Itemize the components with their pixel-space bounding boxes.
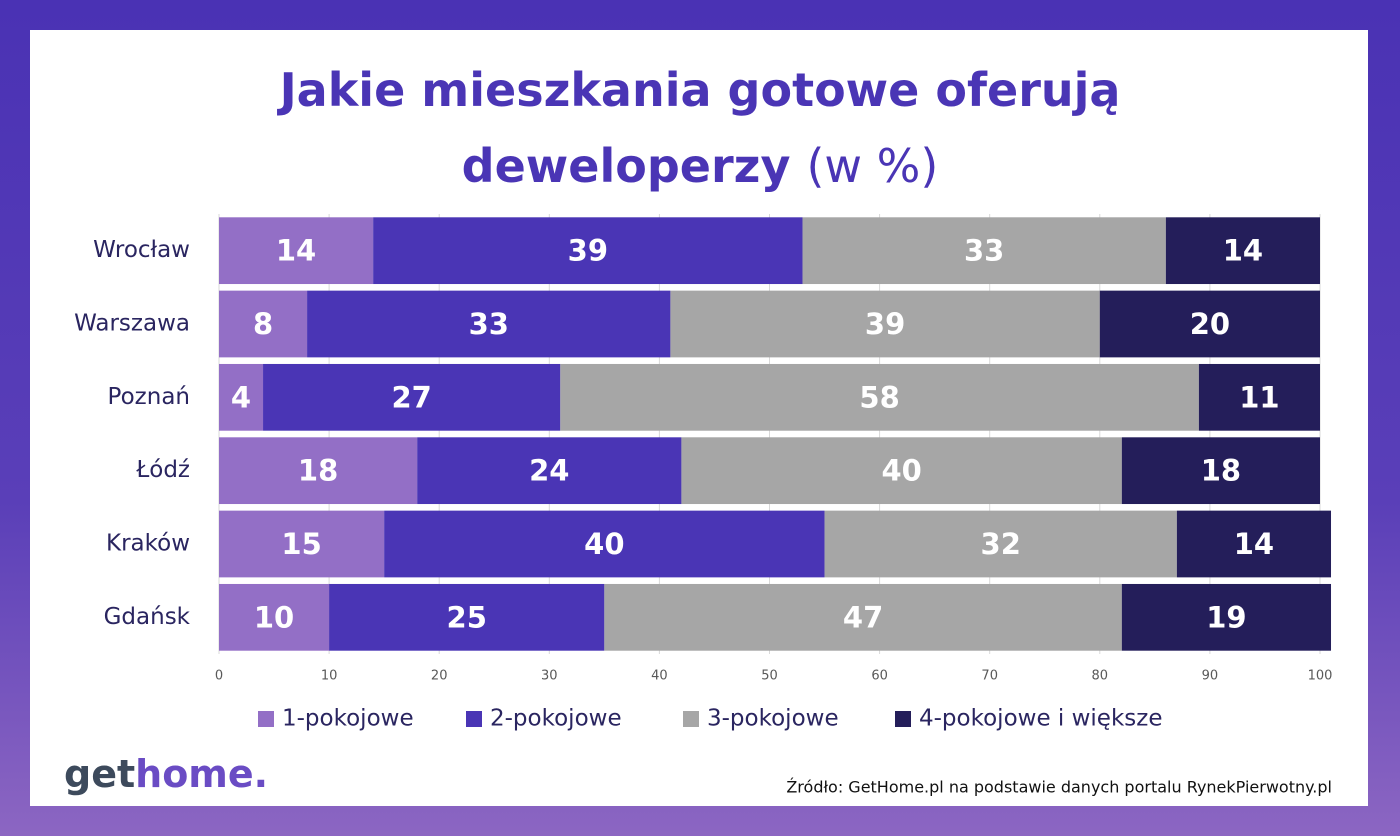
legend-label: 3-pokojowe [707,706,839,732]
data-label: 18 [298,454,338,488]
x-tick-label: 20 [431,669,448,684]
legend-label: 2-pokojowe [490,706,622,732]
bar-segment [219,217,374,285]
bar-segment [1121,437,1320,505]
bar-segment [219,437,418,505]
y-tick-label: Łódź [135,457,190,483]
legend-swatch [895,711,911,727]
bar-segment [1198,363,1320,431]
legend-swatch [683,711,699,727]
source: Źródło: GetHome.pl na podstawie danych p… [786,778,1332,797]
bar-segment [219,290,308,358]
bar-segment [1121,583,1332,651]
x-tick-label: 70 [981,669,998,684]
data-label: 15 [281,527,321,561]
bar-segment [1099,290,1320,358]
chart-title: Jakie mieszkania gotowe oferują dewelope… [279,63,1121,193]
data-label: 8 [253,307,273,341]
x-tick-label: 60 [871,669,888,684]
bar-segment [802,217,1166,285]
x-tick-label: 100 [1308,669,1333,684]
data-label: 4 [231,380,251,414]
y-tick-label: Kraków [106,531,190,557]
legend-swatch [466,711,482,727]
data-label: 18 [1201,454,1241,488]
x-tick-label: 90 [1202,669,1219,684]
x-tick-label: 10 [321,669,338,684]
data-label: 39 [568,234,608,268]
y-tick-label: Gdańsk [104,604,191,630]
bar-segment [384,510,825,578]
legend-label: 4-pokojowe i większe [919,706,1163,732]
y-tick-label: Poznań [108,384,190,410]
bar-segment [681,437,1122,505]
x-tick-label: 40 [651,669,668,684]
data-label: 47 [843,600,883,634]
logo: gethome. [64,752,268,796]
y-tick-label: Wrocław [93,237,190,263]
bar-segment [219,363,264,431]
bar-segment [670,290,1100,358]
data-label: 58 [859,380,899,414]
x-tick-label: 50 [761,669,778,684]
legend-swatch [258,711,274,727]
bar-segment [307,290,671,358]
data-label: 11 [1239,380,1279,414]
y-tick-label: Warszawa [74,311,190,337]
data-label: 40 [584,527,624,561]
data-label: 25 [447,600,487,634]
bar-segment [1165,217,1320,285]
bar-segment [604,583,1122,651]
data-label: 33 [964,234,1004,268]
data-label: 39 [865,307,905,341]
bar-segment [1176,510,1332,578]
logo-part: get [64,752,135,796]
data-label: 10 [254,600,294,634]
bar-segment [329,583,605,651]
data-label: 14 [276,234,316,268]
data-label: 24 [529,454,569,488]
data-label: 32 [981,527,1021,561]
data-label: 27 [391,380,431,414]
data-label: 14 [1234,527,1274,561]
bar-segment [219,510,385,578]
chart-subtitle: (w %) [806,139,939,193]
bar-segment [373,217,803,285]
bar-segment [560,363,1199,431]
data-label: 14 [1223,234,1263,268]
x-tick-label: 30 [541,669,558,684]
bar-segment [263,363,561,431]
data-label: 20 [1190,307,1230,341]
bar-segment [824,510,1177,578]
x-tick-label: 80 [1092,669,1109,684]
chart-title-block: Jakie mieszkania gotowe oferują dewelope… [250,52,1150,204]
data-label: 19 [1206,600,1246,634]
logo-part: home. [135,752,268,796]
data-label: 40 [881,454,921,488]
legend-label: 1-pokojowe [282,706,414,732]
x-tick-label: 0 [215,669,223,684]
bar-segment [417,437,682,505]
data-label: 33 [469,307,509,341]
bar-segment [219,583,330,651]
